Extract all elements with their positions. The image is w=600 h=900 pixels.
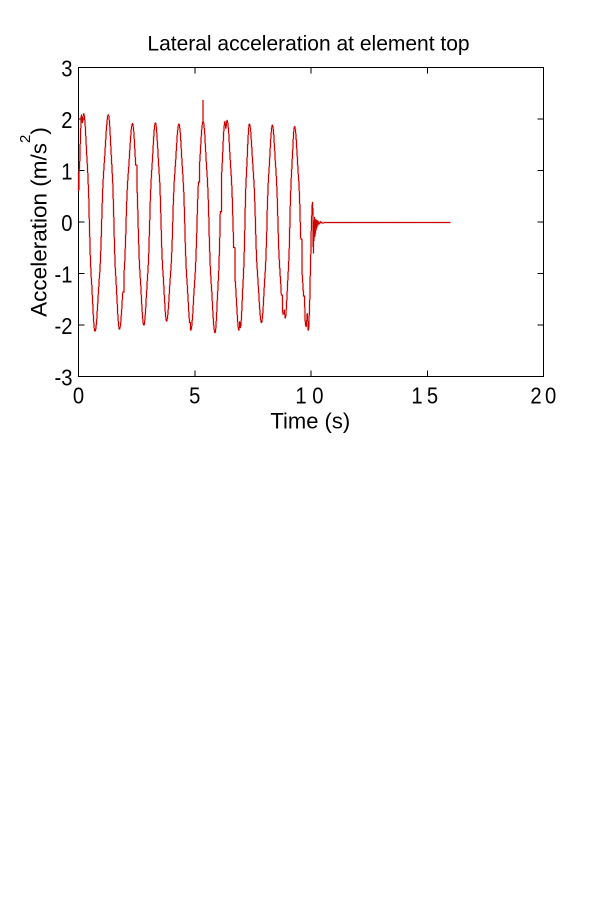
svg-text:-3: -3 bbox=[55, 364, 73, 391]
svg-text:0: 0 bbox=[61, 210, 72, 237]
svg-text:-2: -2 bbox=[55, 313, 73, 340]
svg-text:2: 2 bbox=[61, 107, 72, 134]
svg-text:1: 1 bbox=[61, 158, 72, 185]
svg-text:3: 3 bbox=[61, 55, 72, 82]
svg-text:1: 1 bbox=[295, 382, 306, 409]
svg-text:0: 0 bbox=[545, 382, 556, 409]
svg-text:2: 2 bbox=[530, 382, 541, 409]
svg-text:-1: -1 bbox=[55, 261, 73, 288]
svg-text:5: 5 bbox=[427, 382, 438, 409]
svg-text:1: 1 bbox=[411, 382, 422, 409]
svg-text:0: 0 bbox=[73, 382, 84, 409]
svg-text:0: 0 bbox=[312, 382, 323, 409]
svg-text:Lateral acceleration at elemen: Lateral acceleration at element top bbox=[147, 33, 469, 56]
svg-text:5: 5 bbox=[189, 382, 200, 409]
svg-text:Time (s): Time (s) bbox=[270, 409, 350, 434]
